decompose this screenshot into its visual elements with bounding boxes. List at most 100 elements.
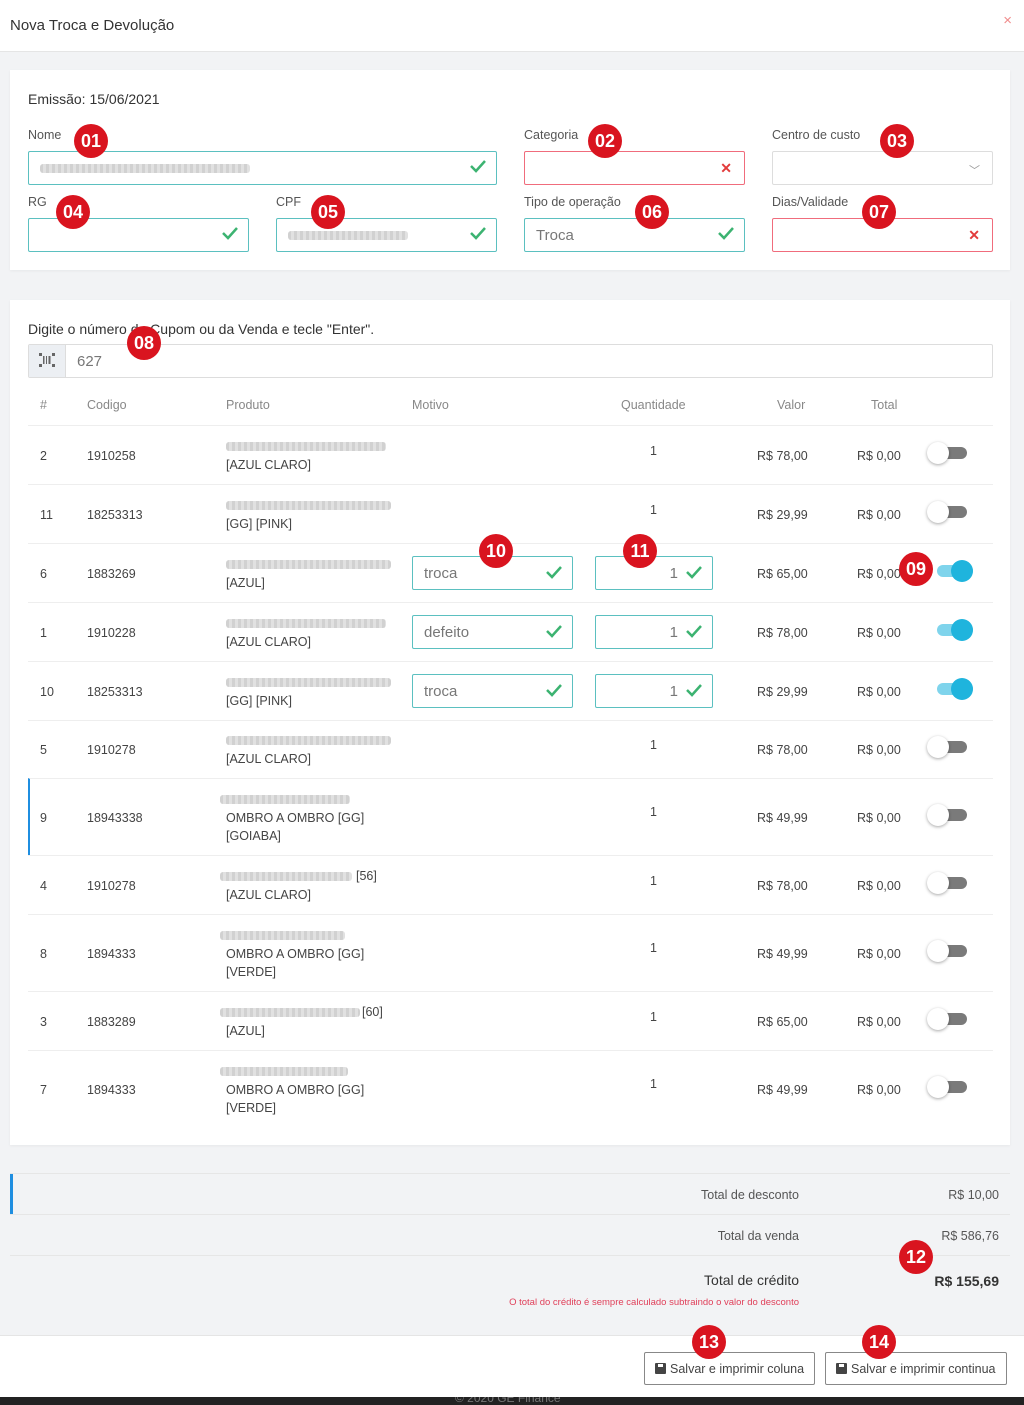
redacted-cpf [288,231,408,240]
col-header-produto: Produto [226,398,270,412]
annotation-badge: 13 [692,1325,726,1359]
row-valor: R$ 49,99 [757,947,808,961]
redacted-product [226,560,391,569]
row-total: R$ 0,00 [857,449,901,463]
total-desconto-label: Total de desconto [701,1188,799,1202]
row-produto: [AZUL] [226,576,265,590]
save-print-column-button[interactable]: Salvar e imprimir coluna [644,1352,816,1385]
row-select-toggle[interactable] [927,1076,967,1098]
emissao-date: Emissão: 15/06/2021 [28,91,160,107]
row-valor: R$ 78,00 [757,626,808,640]
row-produto-color: [GOIABA] [226,829,281,843]
row-produto: OMBRO A OMBRO [GG] [226,947,365,961]
row-total: R$ 0,00 [857,567,901,581]
client-form-card: Emissão: 15/06/2021 Nome Categoria ✕ Cen… [10,70,1010,270]
row-produto-size: [56] [356,869,377,883]
active-indicator [10,1173,13,1215]
table-row: 8 1894333 OMBRO A OMBRO [GG] [VERDE] 1 R… [28,914,993,991]
redacted-product [220,1067,348,1076]
rg-label: RG [28,195,47,209]
table-row: 10 18253313 [GG] [PINK] troca 1 R$ 29,99… [28,661,993,720]
categoria-label: Categoria [524,128,579,142]
row-produto: OMBRO A OMBRO [GG] [226,811,365,825]
row-select-toggle[interactable] [927,872,967,894]
quantidade-value: 1 [669,683,678,700]
row-select-toggle[interactable] [927,1008,967,1030]
tipo-operacao-value: Troca [536,227,574,244]
row-produto-color: [VERDE] [226,1101,277,1115]
row-valor: R$ 65,00 [757,567,808,581]
redacted-name [40,164,250,173]
cpf-label: CPF [276,195,301,209]
items-card: Digite o número do Cupom ou da Venda e t… [10,300,1010,1145]
table-row: 9 18943338 OMBRO A OMBRO [GG] [GOIABA] 1… [28,778,993,855]
row-codigo: 18253313 [87,685,143,699]
annotation-badge: 11 [623,534,657,568]
row-valor: R$ 65,00 [757,1015,808,1029]
row-index: 2 [40,449,47,463]
check-icon [546,566,562,579]
row-select-toggle[interactable] [933,560,973,582]
row-valor: R$ 29,99 [757,685,808,699]
nome-field[interactable] [28,151,497,185]
check-icon [718,227,734,240]
row-index: 6 [40,567,47,581]
row-index: 11 [40,508,53,522]
motivo-value: defeito [424,624,470,641]
row-produto: [AZUL CLARO] [226,458,311,472]
chevron-down-icon: ﹀ [969,165,980,177]
col-header-quantidade: Quantidade [621,398,686,412]
total-credito-value: R$ 155,69 [934,1273,999,1289]
cpf-field[interactable] [276,218,497,252]
col-header-total: Total [871,398,898,412]
row-select-toggle[interactable] [927,501,967,523]
row-select-toggle[interactable] [927,804,967,826]
quantidade-value: 1 [669,565,678,582]
annotation-badge: 12 [899,1240,933,1274]
total-venda-value: R$ 586,76 [941,1229,999,1243]
row-select-toggle[interactable] [927,940,967,962]
scan-input[interactable]: 627 [28,344,993,378]
quantidade-input[interactable]: 1 [595,674,713,708]
annotation-badge: 09 [899,552,933,586]
tipo-operacao-field[interactable]: Troca [524,218,745,252]
row-codigo: 1910258 [87,449,136,463]
motivo-input[interactable]: defeito [412,615,573,649]
row-valor: R$ 49,99 [757,1083,808,1097]
check-icon [222,227,238,240]
row-select-toggle[interactable] [927,442,967,464]
redacted-product [220,931,345,940]
check-icon [470,160,486,173]
row-codigo: 1883269 [87,567,136,581]
motivo-value: troca [424,565,458,582]
col-header-valor: Valor [777,398,806,412]
redacted-product [220,795,350,804]
row-select-toggle[interactable] [927,736,967,758]
row-select-toggle[interactable] [933,678,973,700]
row-produto: [AZUL] [226,1024,265,1038]
modal-header: Nova Troca e Devolução × [0,0,1024,52]
redacted-product [220,872,352,881]
centro-custo-select[interactable]: ﹀ [772,151,993,185]
check-icon [546,684,562,697]
categoria-field[interactable]: ✕ [524,151,745,185]
redacted-product [226,678,391,687]
quantidade-input[interactable]: 1 [595,556,713,590]
redacted-product [226,501,391,510]
row-index: 8 [40,947,47,961]
total-credito-row: Total de crédito R$ 155,69 [10,1255,1010,1323]
motivo-input[interactable]: troca [412,674,573,708]
row-quantidade: 1 [650,1077,657,1091]
row-codigo: 1910278 [87,743,136,757]
save-print-continuous-button[interactable]: Salvar e imprimir continua [825,1352,1007,1385]
row-select-toggle[interactable] [933,619,973,641]
row-produto: [GG] [PINK] [226,694,292,708]
row-valor: R$ 78,00 [757,879,808,893]
quantidade-input[interactable]: 1 [595,615,713,649]
row-index: 3 [40,1015,47,1029]
total-desconto-row: Total de desconto R$ 10,00 [10,1173,1010,1214]
close-icon[interactable]: × [1003,12,1012,29]
row-index: 10 [40,685,54,699]
col-header-motivo: Motivo [412,398,449,412]
barcode-icon [29,345,66,377]
